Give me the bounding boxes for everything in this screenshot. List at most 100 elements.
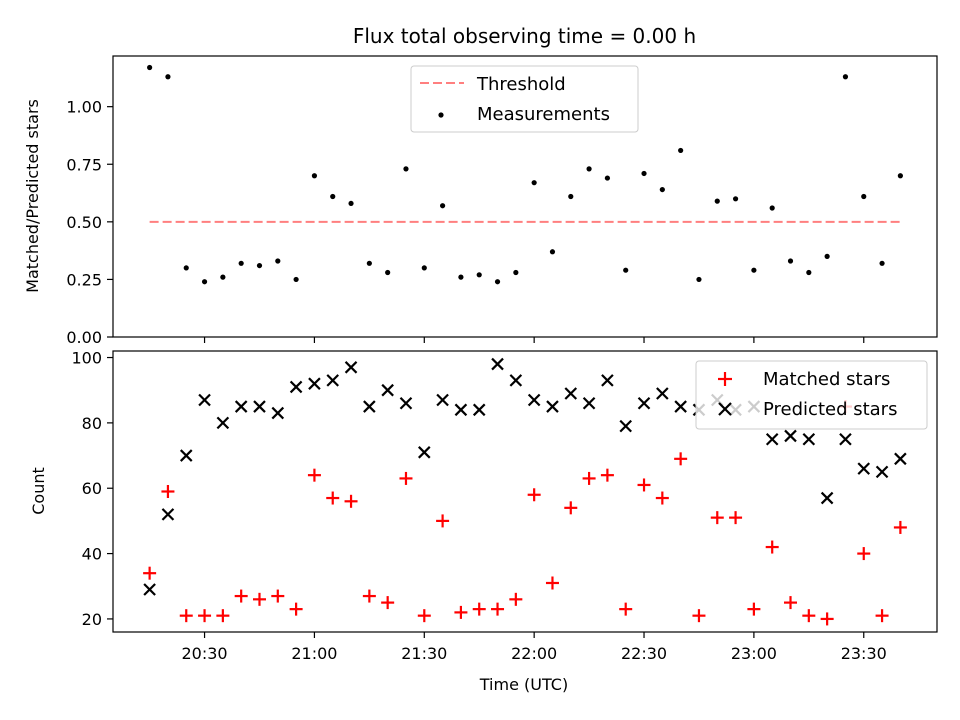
predicted-stars-point [161,508,175,521]
predicted-stars-point [619,419,632,433]
top-y-tick-label: 0.75 [66,155,102,174]
bottom-legend-box [695,360,928,430]
top-y-ticks: 0.00 0.25 0.50 0.75 1.00 [66,98,113,347]
x-tick-label: 23:30 [841,644,887,663]
matched-stars-point [564,501,578,515]
bottom-x-ticks: 20:30 21:00 21:30 22:00 22:30 23:00 23:30 [182,632,887,663]
measurement-point [348,200,354,207]
predicted-stars-point [839,432,852,446]
matched-stars-point [784,596,798,610]
predicted-stars-point [198,393,211,407]
measurement-point [714,198,720,204]
matched-stars-point [326,491,340,505]
predicted-stars-point [601,374,614,387]
matched-stars-point [637,478,651,492]
measurement-point [403,166,409,172]
predicted-stars-point [363,400,376,413]
matched-stars-point [802,609,816,623]
predicted-stars-point [179,449,193,462]
matched-stars-point [600,468,614,482]
measurement-point [769,205,775,211]
predicted-stars-point [271,406,285,420]
measurement-point [531,180,537,186]
measurement-point [678,147,684,154]
matched-stars-point [143,566,157,580]
matched-stars-point [857,547,871,561]
top-y-tick-label: 0.00 [66,328,102,347]
measurement-point [659,186,665,193]
predicted-stars-point [875,465,889,479]
measurement-point [476,272,482,278]
bottom-panel: 20 40 60 80 100 20:30 21:00 21:30 22:00 22:30 23:… [29,349,938,694]
matched-stars-point [582,471,596,485]
matched-stars-point [491,602,505,616]
measurement-point [824,253,830,259]
matched-stars-point [216,609,230,623]
legend-measurements-label: Measurements [477,104,610,125]
matched-stars-point [747,602,761,616]
top-panel: 0.00 0.25 0.50 0.75 1.00 Matched/Predicted s… [23,55,938,347]
predicted-stars-point [472,403,486,417]
matched-stars-point [198,609,212,623]
measurement-point [440,203,446,209]
matched-stars-point [417,609,431,623]
top-y-tick-label: 0.25 [66,270,102,289]
matched-stars-point [161,485,175,498]
matched-stars-point [362,589,376,603]
measurement-point [201,279,208,285]
measurement-point [183,265,189,271]
matched-stars-point [472,602,486,616]
measurement-point [513,269,519,276]
predicted-stars-point [509,374,523,387]
measurement-point [604,175,611,181]
figure-title: Flux total observing time = 0.00 h [353,24,696,48]
x-axis-label: Time (UTC) [479,675,568,694]
predicted-stars-point [527,393,541,407]
x-tick-label: 21:00 [291,644,337,663]
measurement-point [861,193,867,200]
measurement-point [293,276,299,283]
measurement-point [220,274,226,280]
predicted-stars-point [143,583,156,596]
matched-stars-point [399,471,413,485]
predicted-stars-point [674,400,687,413]
measurement-point [623,267,629,273]
bottom-y-tick-label: 40 [82,545,102,564]
matched-stars-point [527,488,541,502]
bottom-y-ticks: 20 40 60 80 100 [71,349,113,629]
matched-stars-point [765,540,779,554]
predicted-stars-point [289,380,303,394]
bottom-legend[interactable]: Matched stars Predicted stars [695,360,928,430]
measurement-point [330,193,336,200]
legend-matched-swatch [718,372,732,386]
measurement-point [147,64,153,71]
matched-stars-point [436,514,450,528]
predicted-stars-point [765,432,779,446]
x-tick-label: 23:00 [731,644,777,663]
bottom-y-tick-label: 80 [82,414,102,433]
predicted-stars-point [802,432,816,446]
matched-stars-point [252,592,266,606]
measurement-point [879,260,885,266]
bottom-plot-frame [112,350,938,633]
top-legend[interactable]: Threshold Measurements [410,65,639,133]
predicted-stars-point [491,357,504,371]
predicted-stars-point [546,400,559,413]
measurement-point [256,262,263,269]
measurement-point [751,267,757,273]
predicted-stars-point [656,387,669,400]
top-x-tick-marks [203,337,865,343]
measurement-point [238,260,244,266]
measurement-point [275,258,281,264]
predicted-stars-point [564,387,578,400]
predicted-stars-point [637,397,651,410]
measurement-point [165,74,171,80]
predicted-stars-point [234,400,248,413]
predicted-stars-point [436,393,449,407]
predicted-stars-point [418,446,431,459]
matched-stars-point [289,602,303,616]
matched-stars-point [307,468,321,482]
matched-stars-point [454,605,468,619]
measurement-point [842,74,849,80]
